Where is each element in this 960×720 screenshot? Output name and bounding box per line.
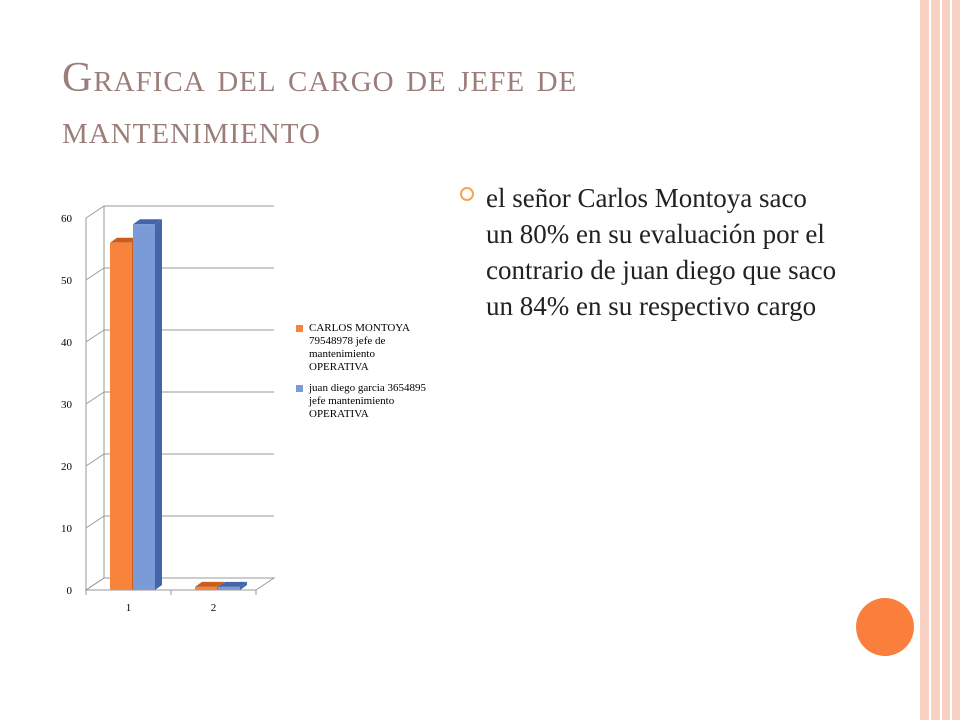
y-tick-label: 60 [61,213,73,225]
y-tick-label: 50 [61,275,73,287]
bar-top [195,581,224,587]
gridline-diagonal [85,329,105,343]
legend-swatch-series-1 [296,325,303,332]
y-tick-label: 0 [67,585,73,597]
legend-item-series-2: juan diego garcia 3654895 jefe mantenimi… [296,382,436,421]
right-border-decoration [920,0,960,720]
slide-title: Grafica del cargo de jefe de mantenimien… [62,55,578,153]
bar-chart: 0 10 20 30 40 50 60 1 2 [38,199,438,629]
legend-swatch-series-2 [296,385,303,392]
gridline-diagonal [85,515,105,529]
bar-side [155,219,162,590]
gridline-diagonal [85,205,105,219]
border-stripe [950,0,952,720]
decorative-circle [856,598,914,656]
x-tick-label: 1 [126,602,132,614]
y-tick-label: 40 [61,337,73,349]
border-stripe [929,0,931,720]
bar-front [195,586,217,590]
bullet-ring-icon [460,187,474,201]
bar-front [110,242,132,591]
gridline-diagonal [85,577,105,591]
y-tick-label: 10 [61,523,73,535]
bullet-point: el señor Carlos Montoya saco un 80% en s… [460,180,840,324]
bar-front [218,586,240,590]
y-tick-label: 20 [61,461,73,473]
bar-front [133,224,155,590]
bar-top [133,219,162,225]
gridline-diagonal [85,391,105,405]
legend-label-series-1: CARLOS MONTOYA 79548978 jefe de mantenim… [309,322,410,373]
x-tick-label: 2 [211,602,217,614]
legend-label-series-2: juan diego garcia 3654895 jefe mantenimi… [309,382,426,420]
gridline-diagonal [85,267,105,281]
bar-top [218,581,247,587]
bullet-text: el señor Carlos Montoya saco un 80% en s… [486,183,837,321]
chart-legend: CARLOS MONTOYA 79548978 jefe de mantenim… [296,322,436,429]
gridline-diagonal [85,453,105,467]
y-tick-label: 30 [61,399,73,411]
bar-side [240,581,247,590]
bar-top [110,237,139,243]
border-stripe [940,0,942,720]
legend-item-series-1: CARLOS MONTOYA 79548978 jefe de mantenim… [296,322,436,374]
chart-canvas: 0 10 20 30 40 50 60 1 2 [61,205,276,614]
